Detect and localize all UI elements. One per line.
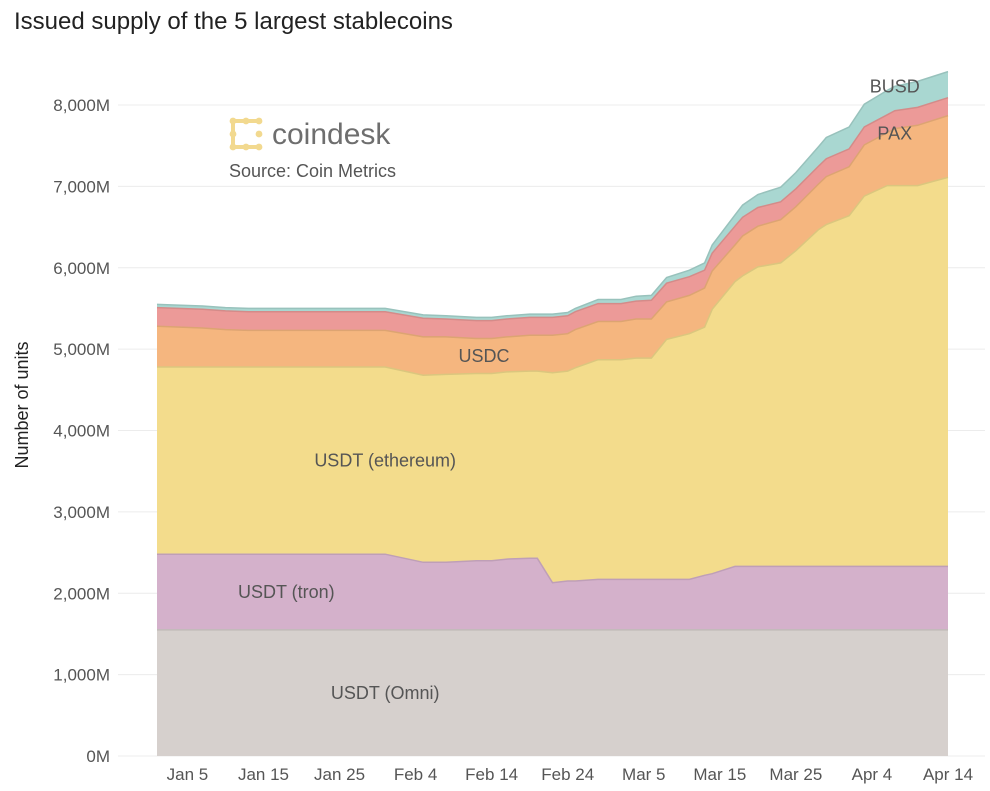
x-tick-label: Jan 25 [314,765,365,784]
series-labels: USDT (Omni) USDT (tron) USDT (ethereum) USD… [238,76,920,703]
x-tick-label: Apr 14 [923,765,973,784]
y-axis-label: Number of units [12,341,32,468]
area-layer [157,71,948,756]
y-tick-label: 7,000M [53,177,110,196]
y-tick-label: 4,000M [53,422,110,441]
y-tick-label: 1,000M [53,666,110,685]
x-tick-label: Feb 14 [465,765,518,784]
series-lines [156,70,949,631]
x-tick-label: Mar 5 [622,765,665,784]
line-usdt-ethereum [157,176,949,376]
area-usdt-omni [157,629,948,756]
label-usdt-omni: USDT (Omni) [331,683,440,703]
label-busd: BUSD [870,76,920,96]
x-tick-label: Feb 4 [394,765,437,784]
coindesk-watermark: coindesk Source: Coin Metrics [229,117,396,181]
y-tick-label: 0M [86,747,110,766]
label-usdc: USDC [459,346,510,366]
chart-title: Issued supply of the 5 largest stablecoi… [14,8,453,35]
y-tick-label: 3,000M [53,503,110,522]
area-usdt-ethereum [157,177,948,583]
x-tick-label: Mar 25 [769,765,822,784]
x-tick-label: Mar 15 [693,765,746,784]
x-tick-label: Jan 5 [167,765,209,784]
area-usdc [157,115,948,376]
coindesk-logo-icon [229,117,263,151]
y-tick-label: 8,000M [53,96,110,115]
y-tick-label: 2,000M [53,584,110,603]
source-text: Source: Coin Metrics [229,161,396,181]
line-usdt-tron [157,553,948,584]
x-tick-label: Apr 4 [852,765,893,784]
x-tick-label: Jan 15 [238,765,289,784]
label-pax: PAX [877,124,912,144]
area-usdt-tron [157,554,948,630]
x-tick-label: Feb 24 [541,765,594,784]
line-pax [156,96,949,322]
y-axis: 0M 1,000M 2,000M 3,000M 4,000M 5,000M 6,000M 7,… [53,96,110,766]
line-usdc [156,114,949,340]
coindesk-brand-text: coindesk [272,118,391,151]
y-tick-label: 6,000M [53,259,110,278]
label-usdt-ethereum: USDT (ethereum) [314,451,456,471]
area-pax [157,97,948,339]
x-axis: Jan 5 Jan 15 Jan 25 Feb 4 Feb 14 Feb 24 Mar 5 M… [167,765,973,784]
line-busd [156,70,949,319]
y-tick-label: 5,000M [53,340,110,359]
label-usdt-tron: USDT (tron) [238,582,335,602]
